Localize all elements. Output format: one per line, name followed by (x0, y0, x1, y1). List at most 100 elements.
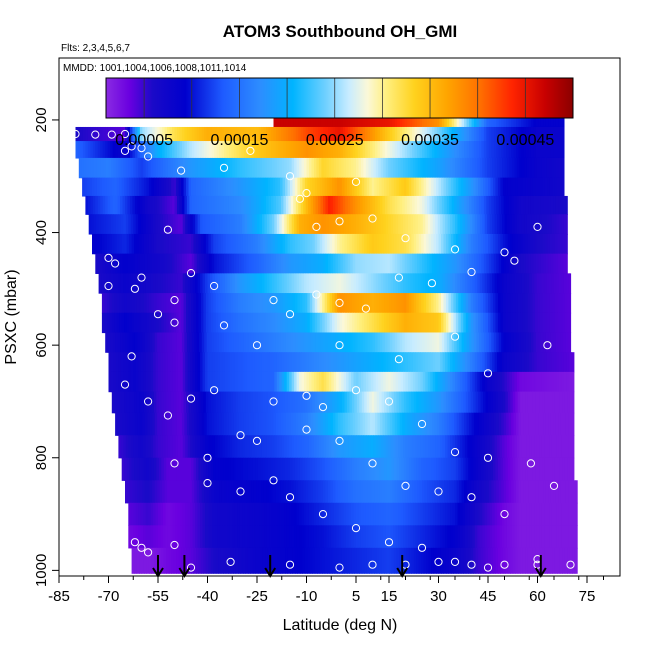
heatmap-cell (489, 214, 493, 235)
heatmap-cell (259, 435, 263, 459)
heatmap-cell (495, 547, 499, 574)
heatmap-cell (352, 332, 356, 353)
heatmap-cell (488, 412, 492, 436)
heatmap-cell (516, 214, 520, 235)
heatmap-cell (240, 391, 244, 414)
heatmap-cell (434, 253, 438, 274)
heatmap-cell (537, 177, 541, 197)
heatmap-cell (155, 502, 159, 526)
heatmap-cell (308, 214, 313, 235)
heatmap-cell (249, 435, 253, 459)
heatmap-cell (370, 157, 374, 179)
heatmap-cell (381, 391, 385, 414)
observation-point (295, 194, 304, 203)
heatmap-cell (398, 457, 402, 481)
observation-point (236, 487, 245, 496)
heatmap-cell (327, 332, 332, 353)
heatmap-cell (360, 126, 364, 142)
heatmap-cell (187, 502, 191, 526)
heatmap-cell (422, 214, 426, 235)
heatmap-cell (455, 371, 459, 393)
heatmap-cell (195, 502, 199, 526)
heatmap-cell (164, 412, 168, 436)
heatmap-cell (532, 457, 536, 481)
heatmap-cell (182, 525, 186, 549)
heatmap-cell (247, 435, 251, 459)
heatmap-cell (318, 157, 322, 179)
heatmap-cell (400, 435, 404, 459)
heatmap-cell (535, 332, 539, 353)
heatmap-cell (191, 233, 195, 255)
heatmap-cell (140, 352, 144, 373)
heatmap-cell (372, 332, 376, 353)
heatmap-cell (538, 412, 542, 436)
heatmap-cell (143, 547, 148, 574)
heatmap-cell (231, 480, 235, 504)
heatmap-cell (323, 371, 327, 393)
heatmap-cell (359, 312, 363, 334)
heatmap-cell (402, 412, 406, 436)
heatmap-cell (123, 214, 127, 235)
heatmap-cell (394, 480, 398, 504)
heatmap-cell (439, 480, 443, 504)
heatmap-cell (200, 214, 204, 235)
heatmap-cell (400, 214, 404, 235)
heatmap-cell (415, 502, 419, 526)
heatmap-cell (431, 141, 435, 159)
heatmap-cell (351, 273, 355, 294)
heatmap-cell (568, 273, 572, 294)
heatmap-cell (474, 502, 478, 526)
heatmap-cell (308, 352, 313, 373)
heatmap-cell (549, 502, 553, 526)
heatmap-cell (538, 195, 542, 215)
heatmap-cell (445, 233, 449, 255)
heatmap-cell (212, 502, 216, 526)
heatmap-cell (114, 293, 118, 314)
heatmap-cell (549, 371, 553, 393)
heatmap-cell (120, 412, 124, 436)
heatmap-cell (559, 233, 563, 255)
heatmap-cell (252, 312, 256, 334)
heatmap-cell (427, 502, 431, 526)
heatmap-cell (509, 273, 513, 294)
heatmap-cell (167, 126, 171, 142)
heatmap-cell (526, 371, 530, 393)
heatmap-cell (323, 273, 327, 294)
heatmap-cell (177, 525, 181, 549)
heatmap-cell (193, 457, 197, 481)
heatmap-cell (389, 126, 393, 142)
heatmap-cell (176, 412, 181, 436)
heatmap-cell (221, 253, 225, 274)
heatmap-cell (186, 195, 190, 215)
heatmap-cell (143, 293, 148, 314)
heatmap-cell (313, 141, 317, 159)
heatmap-cell (468, 547, 472, 574)
heatmap-cell (506, 214, 511, 235)
heatmap-cell (142, 332, 146, 353)
heatmap-cell (186, 253, 190, 274)
heatmap-cell (370, 525, 374, 549)
heatmap-cell (329, 391, 333, 414)
heatmap-cell (284, 157, 288, 179)
heatmap-cell (360, 273, 365, 294)
heatmap-cell (373, 502, 377, 526)
heatmap-cell (227, 525, 231, 549)
heatmap-cell (504, 371, 508, 393)
heatmap-cell (220, 293, 224, 314)
plot-frame (58, 57, 621, 577)
heatmap-cell (318, 195, 322, 215)
heatmap-cell (317, 293, 321, 314)
heatmap-cell (228, 332, 233, 353)
heatmap-cell (492, 502, 496, 526)
heatmap-cell (163, 547, 167, 574)
heatmap-cell (559, 312, 563, 334)
heatmap-cell (243, 141, 247, 159)
heatmap-cell (308, 157, 313, 179)
heatmap-cell (360, 332, 364, 353)
heatmap-cell (365, 412, 369, 436)
heatmap-cell (403, 352, 407, 373)
heatmap-cell (370, 412, 374, 436)
heatmap-cell (508, 412, 512, 436)
heatmap-cell (524, 214, 528, 235)
heatmap-cell (158, 233, 162, 255)
